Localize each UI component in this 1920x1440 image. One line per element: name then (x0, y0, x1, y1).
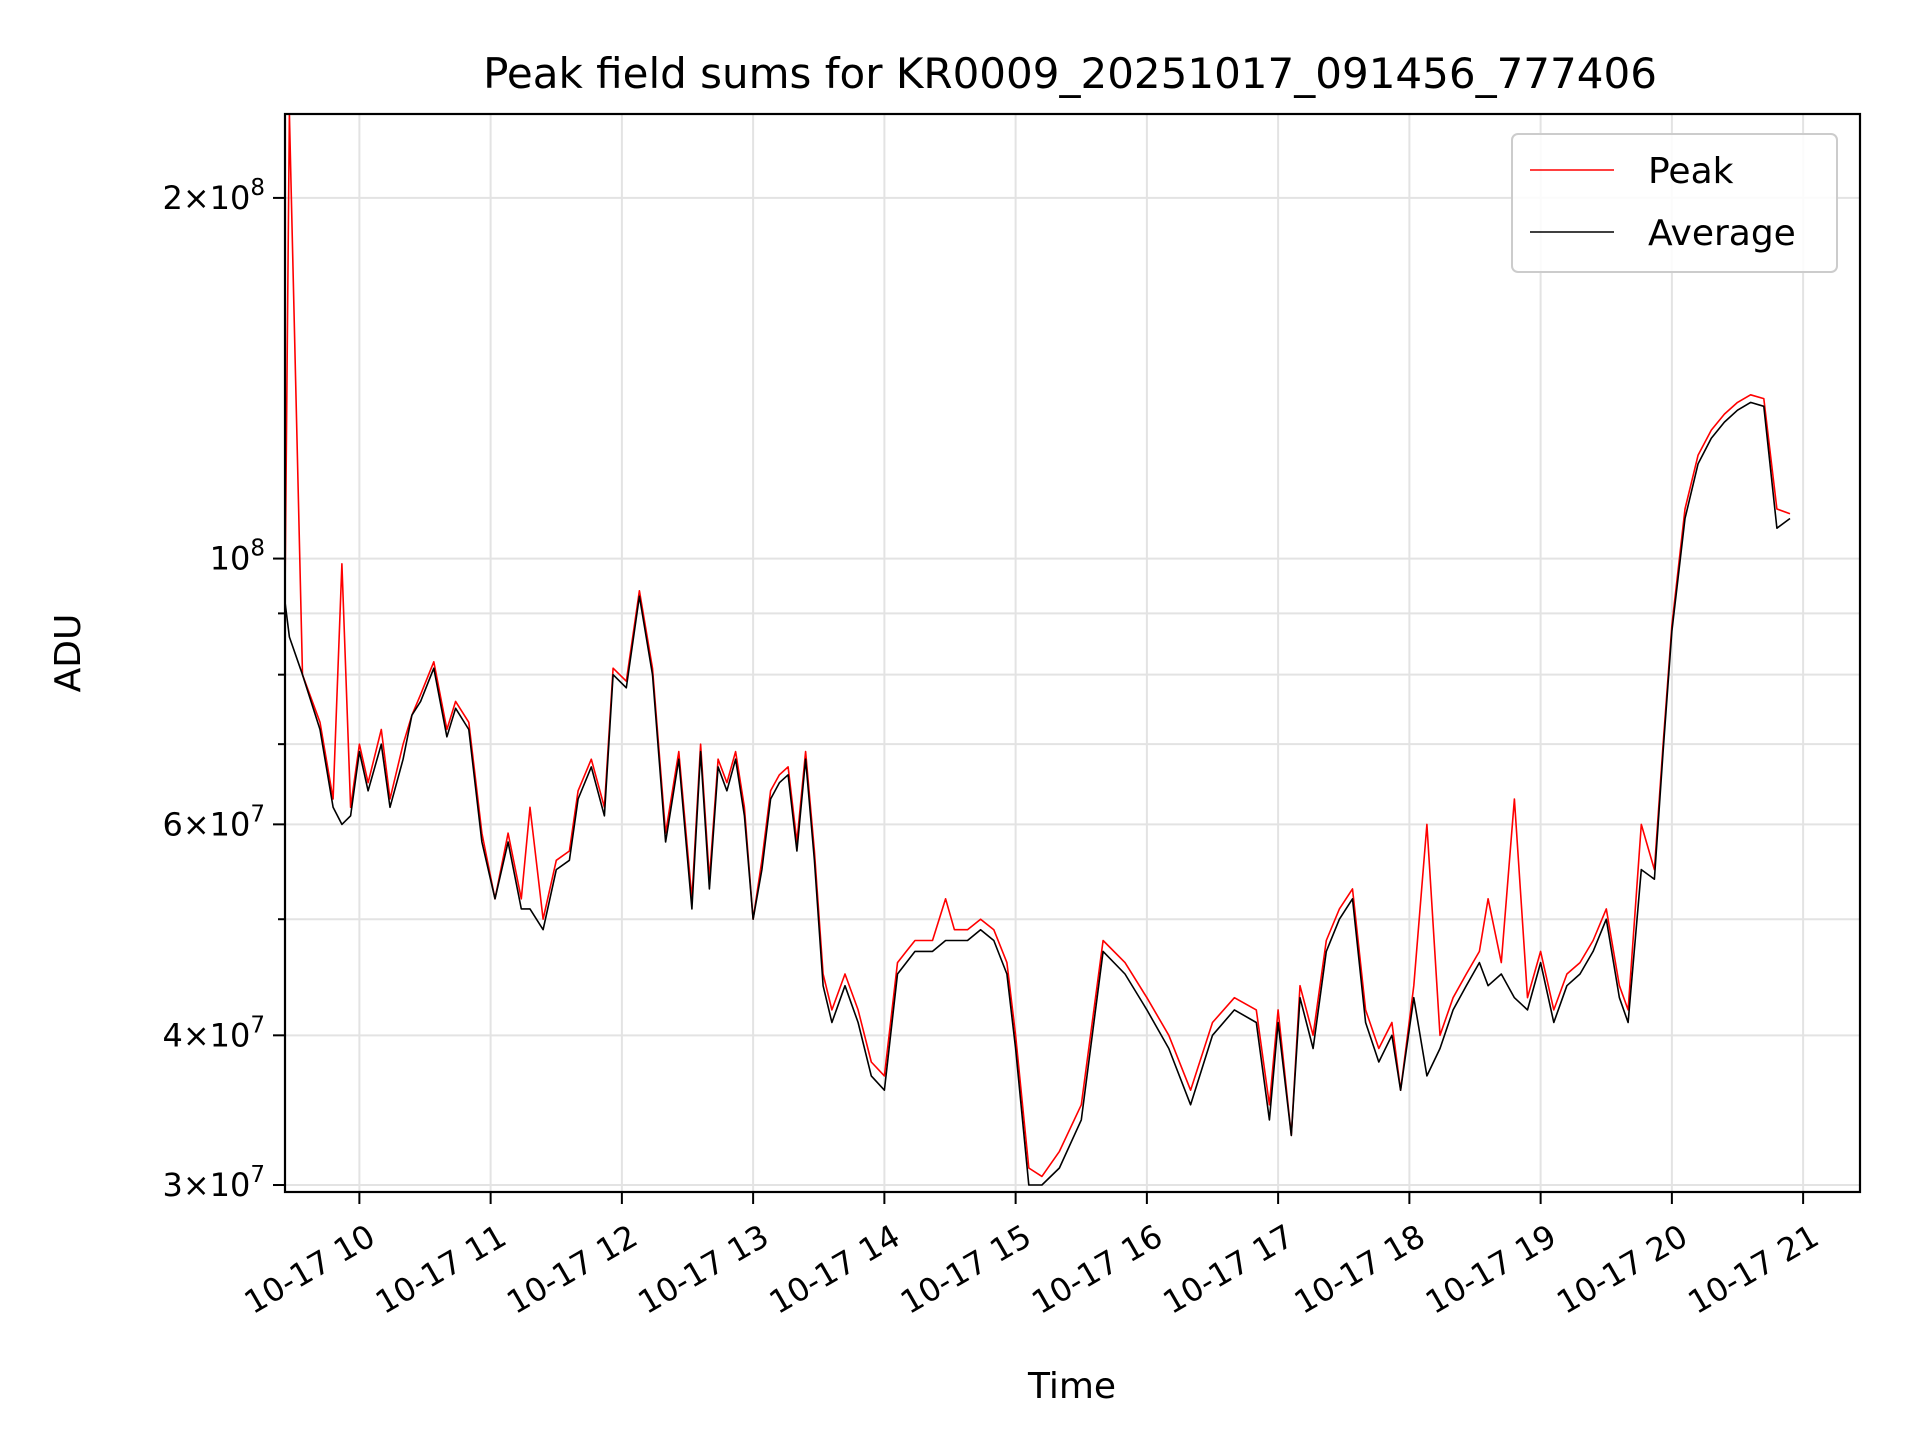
y-tick-label: 108 (210, 536, 265, 578)
y-tick-label: 2×108 (162, 175, 265, 217)
grid (285, 114, 1860, 1192)
y-axis-label: ADU (48, 614, 89, 693)
chart-title: Peak field sums for KR0009_20251017_0914… (483, 49, 1657, 98)
legend-box (1511, 133, 1838, 273)
y-tick-label: 6×107 (162, 801, 265, 843)
series-line-average (285, 401, 1791, 1186)
y-tick-label: 3×107 (162, 1162, 265, 1204)
legend-label-average: Average (1648, 213, 1796, 254)
x-axis-label: Time (1027, 1366, 1116, 1407)
series-line-peak (285, 114, 1791, 1178)
plot-area (285, 114, 1791, 1186)
plot-frame (283, 112, 1862, 1194)
y-axis: 3×107 4×107 6×107 108 2×108 (162, 175, 285, 1204)
legend-label-peak: Peak (1648, 151, 1734, 192)
y-tick-label: 4×107 (162, 1012, 265, 1054)
legend: Peak Average (1511, 133, 1838, 273)
